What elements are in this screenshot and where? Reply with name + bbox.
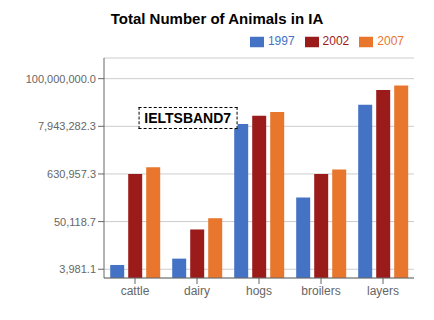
svg-text:50,118.7: 50,118.7 (54, 216, 96, 228)
svg-text:7,943,282.3: 7,943,282.3 (38, 120, 96, 132)
svg-text:630,957.3: 630,957.3 (47, 168, 96, 180)
svg-text:layers: layers (367, 284, 399, 298)
html-text:2007: 2007 (377, 34, 404, 48)
html-text:1997: 1997 (267, 34, 295, 48)
svg-text:100,000,000.0: 100,000,000.0 (26, 73, 96, 85)
svg-text:dairy: dairy (184, 284, 210, 298)
svg-text:cattle: cattle (121, 284, 150, 298)
svg-text:3,981.1: 3,981.1 (59, 263, 96, 275)
html-text:2002: 2002 (322, 34, 350, 48)
html-text:Total Number of Animals in IA: Total Number of Animals in IA (110, 10, 324, 27)
svg-text:broilers: broilers (301, 284, 340, 298)
html-text:IELTSBAND7: IELTSBAND7 (144, 110, 232, 126)
svg-text:hogs: hogs (246, 284, 272, 298)
